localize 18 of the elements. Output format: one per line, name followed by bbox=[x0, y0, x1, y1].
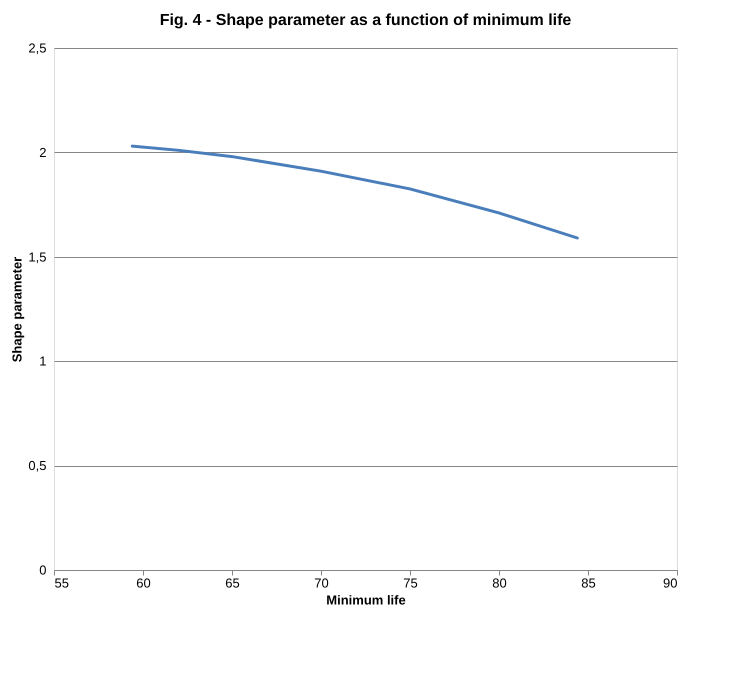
x-tick-label: 80 bbox=[492, 576, 507, 590]
x-tick-label: 75 bbox=[403, 576, 418, 590]
x-tick-label: 70 bbox=[314, 576, 329, 590]
x-tick-label: 55 bbox=[54, 576, 69, 590]
y-tick-label: 2,5 bbox=[28, 40, 46, 56]
line-series bbox=[130, 144, 579, 240]
y-tick-label: 0 bbox=[39, 562, 46, 578]
chart-title: Fig. 4 - Shape parameter as a function of minimum life bbox=[160, 12, 572, 29]
y-tick-label: 0,5 bbox=[28, 458, 46, 474]
y-tick-label: 1 bbox=[39, 354, 46, 369]
x-tick-label: 65 bbox=[225, 576, 240, 590]
y-tick-label: 1,5 bbox=[28, 249, 46, 264]
x-axis-title: Minimum life bbox=[326, 592, 406, 608]
y-axis-title: Shape parameter bbox=[9, 256, 24, 362]
y-tick-label: 2 bbox=[39, 144, 46, 160]
x-tick-label: 60 bbox=[136, 576, 151, 590]
x-tick-label: 85 bbox=[581, 576, 596, 590]
x-tick-label: 90 bbox=[663, 576, 678, 590]
